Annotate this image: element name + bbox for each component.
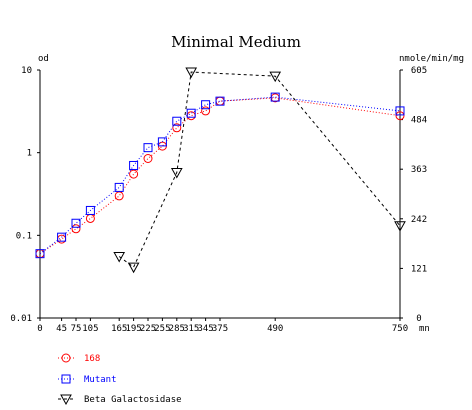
right-tick-label: 363 (411, 165, 427, 175)
right-tick-label: 242 (411, 215, 427, 225)
series-line (39, 97, 401, 255)
legend-item: Mutant (58, 374, 117, 385)
left-axis-unit: od (38, 54, 49, 64)
data-point (186, 111, 196, 121)
x-tick-label: 255 (154, 324, 170, 334)
right-tick-label: 121 (411, 264, 427, 274)
left-tick-label: 1 (27, 149, 32, 159)
legend-label: 168 (84, 354, 100, 364)
data-point (270, 92, 280, 102)
left-tick-label: 0.01 (10, 314, 32, 324)
legend-label: Beta Galactosidase (84, 395, 182, 405)
series-layer (35, 67, 406, 274)
right-tick-label: 0 (416, 314, 421, 324)
data-point (172, 116, 182, 126)
data-point (35, 249, 45, 259)
left-tick-label: 0.1 (16, 231, 32, 241)
x-tick-label: 750 (392, 324, 408, 334)
data-point (129, 160, 139, 170)
right-axis-unit: nmole/min/mg (399, 54, 464, 64)
data-point (57, 234, 67, 244)
data-point (170, 167, 183, 179)
data-point (71, 218, 81, 228)
x-tick-label: 45 (56, 324, 67, 334)
data-point (143, 154, 153, 164)
data-point (394, 221, 406, 232)
x-tick-label: 225 (140, 324, 156, 334)
x-tick-label: 490 (267, 324, 283, 334)
legend-marker (61, 353, 71, 363)
data-point (269, 71, 282, 83)
series-line (39, 96, 401, 255)
data-point (85, 213, 95, 223)
series-mutant (35, 92, 405, 259)
x-tick-label: 165 (111, 324, 127, 334)
legend: 168 Mutant Beta Galactosidase (58, 353, 182, 406)
x-tick-label: 315 (183, 324, 199, 334)
data-point (143, 143, 153, 153)
legend-label: Mutant (84, 375, 117, 385)
axes-layer: 10 1 0.1 0.01 od 605 484 363 242 121 0 nmole/min/mg… (10, 54, 464, 334)
right-tick-label: 484 (411, 116, 427, 126)
x-tick-label: 375 (212, 324, 228, 334)
data-point (215, 96, 225, 106)
right-tick-label: 605 (411, 66, 427, 76)
series-beta-galactosidase (113, 67, 406, 274)
chart-title: Minimal Medium (171, 33, 301, 51)
data-point (129, 169, 139, 179)
data-point (395, 111, 405, 121)
data-point (114, 182, 124, 192)
x-tick-label: 285 (169, 324, 185, 334)
data-point (113, 252, 126, 263)
x-tick-label: 345 (197, 324, 213, 334)
data-point (127, 262, 140, 274)
data-point (185, 67, 198, 79)
data-point (201, 106, 211, 116)
series-168 (35, 93, 405, 259)
data-point (215, 96, 225, 106)
data-point (57, 232, 67, 242)
data-point (157, 137, 167, 147)
data-point (201, 100, 211, 110)
data-point (71, 224, 81, 234)
x-tick-label: 105 (82, 324, 98, 334)
x-tick-label: 195 (125, 324, 141, 334)
data-point (85, 205, 95, 215)
x-tick-label: 0 (37, 324, 42, 334)
data-point (186, 108, 196, 118)
left-tick-label: 10 (21, 66, 32, 76)
legend-marker (61, 374, 71, 384)
x-tick-label: 75 (71, 324, 82, 334)
legend-item: 168 (58, 353, 100, 364)
x-axis-unit: mn (419, 324, 430, 334)
data-point (114, 191, 124, 201)
data-point (172, 123, 182, 133)
legend-item: Beta Galactosidase (58, 394, 182, 406)
data-point (395, 106, 405, 116)
legend-marker (60, 394, 72, 406)
series-line (118, 71, 401, 268)
